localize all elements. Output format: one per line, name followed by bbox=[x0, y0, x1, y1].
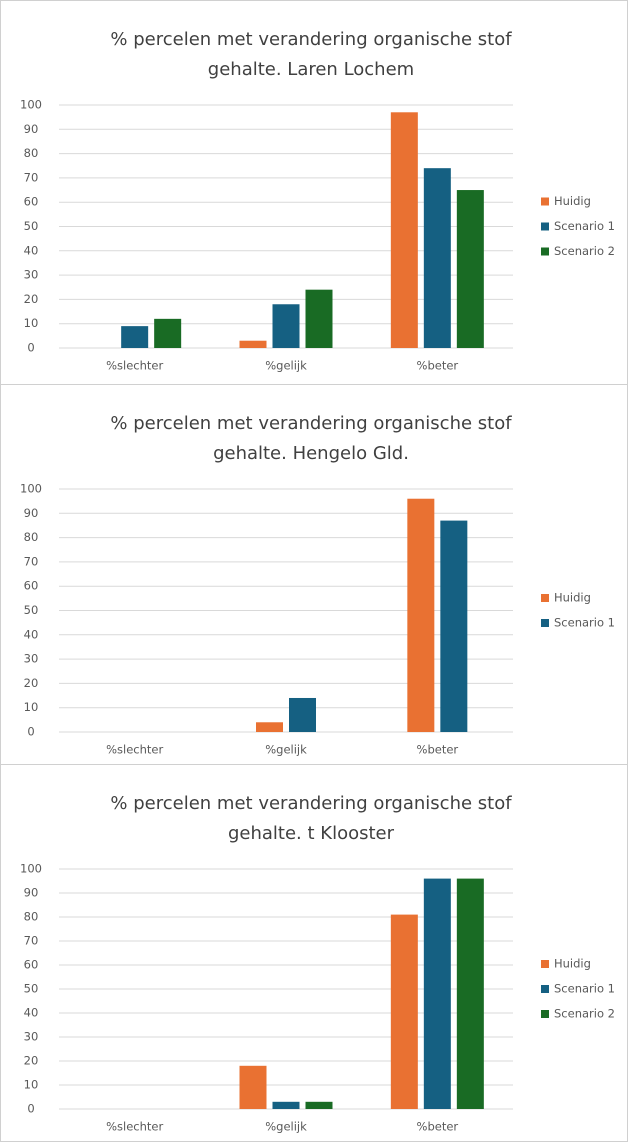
legend-swatch bbox=[541, 985, 549, 993]
legend-label: Huidig bbox=[554, 957, 591, 971]
y-tick-label: 80 bbox=[24, 146, 39, 160]
chart: 0 10 20 30 40 50 60 70 80 90 100 %slechter %gelijk %b… bbox=[20, 98, 615, 373]
chart-title: % percelen met verandering organische st… bbox=[110, 413, 512, 464]
bar bbox=[239, 340, 267, 348]
bar bbox=[272, 304, 300, 348]
y-tick-label: 100 bbox=[20, 482, 42, 496]
y-tick-label: 70 bbox=[24, 554, 39, 568]
y-tick-label: 10 bbox=[24, 316, 39, 330]
chart-panel: % percelen met verandering organische st… bbox=[0, 764, 628, 1142]
y-tick-label: 0 bbox=[27, 1102, 34, 1116]
legend-label: Scenario 2 bbox=[554, 1007, 615, 1021]
legend-label: Scenario 2 bbox=[554, 244, 615, 258]
bar bbox=[407, 498, 435, 732]
y-tick-label: 10 bbox=[24, 1078, 39, 1092]
chart: 0 10 20 30 40 50 60 70 80 90 100 %slechter %gelijk %b… bbox=[20, 482, 615, 757]
y-tick-label: 0 bbox=[27, 725, 34, 739]
legend-swatch bbox=[541, 594, 549, 602]
y-tick-label: 40 bbox=[24, 627, 39, 641]
legend-label: Scenario 1 bbox=[554, 219, 615, 233]
y-tick-label: 10 bbox=[24, 700, 39, 714]
bar bbox=[305, 1101, 333, 1109]
bar bbox=[256, 722, 283, 732]
y-tick-label: 50 bbox=[24, 982, 39, 996]
x-tick-label: %gelijk bbox=[265, 359, 307, 373]
legend-label: Huidig bbox=[554, 194, 591, 208]
y-tick-label: 70 bbox=[24, 934, 39, 948]
x-tick-label: %slechter bbox=[106, 743, 163, 757]
y-tick-label: 20 bbox=[24, 1054, 39, 1068]
y-tick-label: 30 bbox=[24, 1030, 39, 1044]
legend-swatch bbox=[541, 197, 549, 206]
y-tick-label: 60 bbox=[24, 579, 39, 593]
bar bbox=[305, 289, 333, 348]
legend-swatch bbox=[541, 222, 549, 231]
y-tick-label: 80 bbox=[24, 910, 39, 924]
bar bbox=[423, 878, 451, 1109]
bar bbox=[423, 168, 451, 348]
y-tick-label: 0 bbox=[27, 341, 34, 355]
bar bbox=[456, 190, 484, 348]
x-tick-label: %beter bbox=[417, 1120, 459, 1134]
y-tick-label: 40 bbox=[24, 243, 39, 257]
legend-label: Scenario 1 bbox=[554, 982, 615, 996]
chart-title: % percelen met verandering organische st… bbox=[110, 793, 512, 844]
legend-swatch bbox=[541, 619, 549, 627]
x-tick-label: %slechter bbox=[106, 359, 163, 373]
bar bbox=[390, 112, 418, 348]
y-tick-label: 70 bbox=[24, 170, 39, 184]
x-tick-label: %gelijk bbox=[265, 743, 307, 757]
chart-panel: % percelen met verandering organische st… bbox=[0, 384, 628, 766]
x-tick-label: %gelijk bbox=[265, 1120, 307, 1134]
bar bbox=[440, 520, 468, 732]
bar bbox=[121, 326, 149, 348]
legend-swatch bbox=[541, 960, 549, 968]
legend-label: Scenario 1 bbox=[554, 616, 615, 630]
y-tick-label: 50 bbox=[24, 603, 39, 617]
y-tick-label: 20 bbox=[24, 292, 39, 306]
legend-swatch bbox=[541, 1010, 549, 1018]
y-tick-label: 90 bbox=[24, 506, 39, 520]
y-tick-label: 40 bbox=[24, 1006, 39, 1020]
chart: 0 10 20 30 40 50 60 70 80 90 100 %slechter %gelijk %b… bbox=[20, 862, 615, 1134]
chart-title: % percelen met verandering organische st… bbox=[110, 29, 512, 80]
y-tick-label: 20 bbox=[24, 676, 39, 690]
y-tick-label: 60 bbox=[24, 195, 39, 209]
bar bbox=[289, 697, 316, 732]
y-tick-label: 90 bbox=[24, 886, 39, 900]
x-tick-label: %beter bbox=[417, 359, 459, 373]
y-tick-label: 90 bbox=[24, 122, 39, 136]
y-tick-label: 50 bbox=[24, 219, 39, 233]
x-tick-label: %slechter bbox=[106, 1120, 163, 1134]
y-tick-label: 60 bbox=[24, 958, 39, 972]
bar bbox=[456, 878, 484, 1109]
y-tick-label: 30 bbox=[24, 652, 39, 666]
y-tick-label: 100 bbox=[20, 98, 42, 112]
bar bbox=[272, 1101, 300, 1109]
y-tick-label: 30 bbox=[24, 268, 39, 282]
bar bbox=[239, 1065, 267, 1109]
chart-panel: % percelen met verandering organische st… bbox=[0, 0, 628, 386]
y-tick-label: 100 bbox=[20, 862, 42, 876]
legend-swatch bbox=[541, 247, 549, 256]
legend-label: Huidig bbox=[554, 591, 591, 605]
bar bbox=[390, 914, 418, 1109]
x-tick-label: %beter bbox=[417, 743, 459, 757]
y-tick-label: 80 bbox=[24, 530, 39, 544]
bar bbox=[154, 318, 182, 348]
